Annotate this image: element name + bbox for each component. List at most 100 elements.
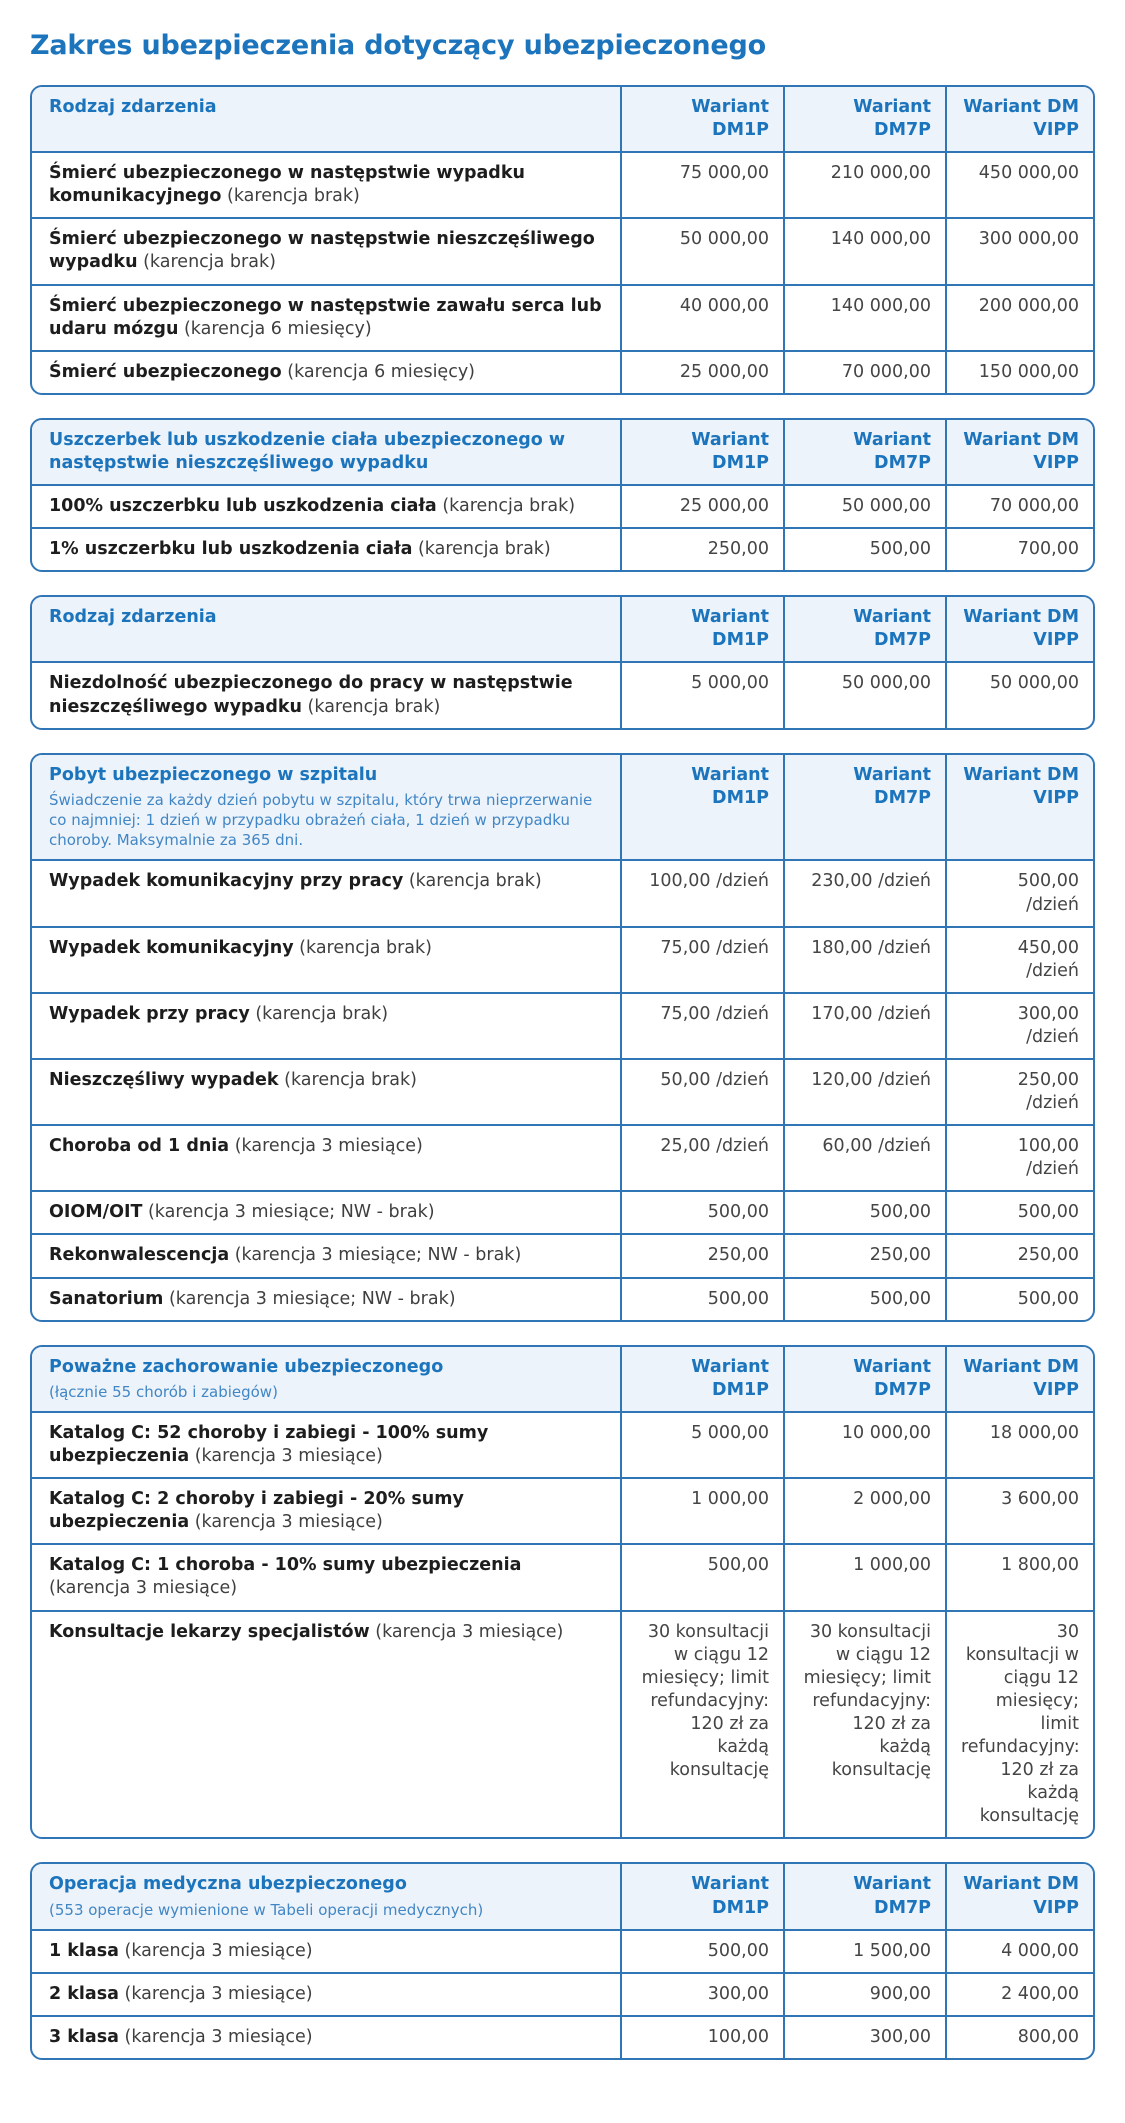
tables-root: Rodzaj zdarzenia Wariant DM1P Wariant DM7P… <box>30 85 1095 2061</box>
table-title: Uszczerbek lub uszkodzenie ciała ubezpie… <box>49 429 566 473</box>
row-label: OIOM/OIT (karencja 3 miesiące; NW - brak… <box>32 1192 620 1233</box>
row-label: Choroba od 1 dnia (karencja 3 miesiące) <box>32 1126 620 1190</box>
cell-value: 150 000,00 <box>945 351 1093 393</box>
row-label-note: (karencja 3 miesiące) <box>369 1621 564 1642</box>
row-label-bold: Katalog C: 1 choroba - 10% sumy ubezpiec… <box>49 1555 522 1576</box>
cell-value: 60,00 /dzień <box>783 1126 945 1191</box>
row-label-bold: Wypadek przy pracy <box>49 1003 250 1024</box>
table-subtitle: (553 operacje wymienione w Tabeli operac… <box>49 1900 484 1919</box>
table-header-row: Rodzaj zdarzenia Wariant DM1P Wariant DM7P… <box>32 597 1093 662</box>
row-label: Wypadek przy pracy (karencja brak) <box>32 994 620 1058</box>
column-header: Wariant DM7P <box>783 419 945 485</box>
cell-value: 120,00 /dzień <box>783 1060 945 1125</box>
row-label: Katalog C: 2 choroby i zabiegi - 20% sum… <box>32 1479 620 1543</box>
row-label-bold: Nieszczęśliwy wypadek <box>49 1070 279 1090</box>
table-row: Śmierć ubezpieczonego w następstwie nies… <box>32 217 1093 284</box>
row-label: 2 klasa (karencja 3 miesiące) <box>32 1974 620 2015</box>
cell-value: 200 000,00 <box>945 285 1093 350</box>
coverage-table: Pobyt ubezpieczonego w szpitalu Świadczen… <box>30 752 1095 1322</box>
table-row: Rekonwalescencja (karencja 3 miesiące; N… <box>32 1233 1093 1277</box>
cell-value: 75 000,00 <box>620 153 783 218</box>
row-label-note: (karencja 3 miesiące) <box>118 1983 313 2004</box>
row-label-note: (karencja 3 miesiące; NW - brak) <box>229 1245 522 1266</box>
cell-value: 18 000,00 <box>945 1413 1093 1478</box>
table-row: 1 klasa (karencja 3 miesiące) 500,00 1 500… <box>32 1928 1093 1972</box>
row-label-note: (karencja 3 miesiące; NW - brak) <box>163 1288 456 1309</box>
row-label-note: (karencja brak) <box>278 1070 417 1090</box>
table-row: 3 klasa (karencja 3 miesiące) 100,00 300,0… <box>32 2014 1093 2059</box>
table-header-row: Poważne zachorowanie ubezpieczonego (łącz… <box>32 1346 1093 1411</box>
table-row: Wypadek komunikacyjny (karencja brak) 75,… <box>32 925 1093 992</box>
cell-value: 100,00 /dzień <box>620 861 783 926</box>
cell-value: 2 400,00 <box>945 1973 1093 2015</box>
table-row: Wypadek przy pracy (karencja brak) 75,00 … <box>32 991 1093 1058</box>
cell-value: 1 000,00 <box>783 1545 945 1610</box>
coverage-table: Uszczerbek lub uszkodzenie ciała ubezpie… <box>30 417 1095 573</box>
row-label-note: (karencja 3 miesiące) <box>118 2026 313 2047</box>
table-header-cell: Uszczerbek lub uszkodzenie ciała ubezpie… <box>32 420 620 484</box>
cell-value: 100,00 <box>620 2016 783 2059</box>
column-header: Wariant DM1P <box>620 87 783 152</box>
row-label-bold: Śmierć ubezpieczonego w następstwie nies… <box>49 229 595 273</box>
row-label-note: (karencja brak) <box>293 937 432 958</box>
cell-value: 25 000,00 <box>620 351 783 393</box>
table-row: Katalog C: 1 choroba - 10% sumy ubezpiec… <box>32 1543 1093 1610</box>
cell-value: 500,00 <box>620 1545 783 1610</box>
cell-value: 50,00 /dzień <box>620 1060 783 1125</box>
cell-value: 75,00 /dzień <box>620 927 783 992</box>
row-label-note: (karencja brak) <box>403 871 542 892</box>
column-header: Wariant DM7P <box>783 87 945 152</box>
row-label-bold: Śmierć ubezpieczonego <box>49 361 282 382</box>
table-row: Śmierć ubezpieczonego w następstwie zawa… <box>32 283 1093 350</box>
cell-value: 25,00 /dzień <box>620 1126 783 1191</box>
row-label-note: (karencja brak) <box>412 539 551 560</box>
cell-value: 250,00 <box>620 529 783 571</box>
row-label: Rekonwalescencja (karencja 3 miesiące; N… <box>32 1235 620 1276</box>
table-title: Pobyt ubezpieczonego w szpitalu <box>49 764 378 785</box>
cell-value: 3 600,00 <box>945 1479 1093 1544</box>
coverage-table: Rodzaj zdarzenia Wariant DM1P Wariant DM7P… <box>30 85 1095 395</box>
cell-value: 100,00 /dzień <box>945 1126 1093 1191</box>
cell-value: 1 500,00 <box>783 1930 945 1972</box>
table-row: Śmierć ubezpieczonego (karencja 6 miesię… <box>32 349 1093 393</box>
cell-value: 140 000,00 <box>783 285 945 350</box>
row-label: Niezdolność ubezpieczonego do pracy w na… <box>32 663 620 727</box>
cell-value: 500,00 /dzień <box>945 861 1093 926</box>
column-header: Wariant DM VIPP <box>945 597 1093 662</box>
table-title: Rodzaj zdarzenia <box>49 607 217 628</box>
column-header: Wariant DM1P <box>620 754 783 860</box>
cell-value: 50 000,00 <box>620 219 783 284</box>
cell-value: 500,00 <box>620 1278 783 1320</box>
table-row: Niezdolność ubezpieczonego do pracy w na… <box>32 661 1093 728</box>
cell-value: 300,00 <box>620 1973 783 2015</box>
cell-value: 450,00 /dzień <box>945 927 1093 992</box>
row-label-note: (karencja 3 miesiące; NW - brak) <box>142 1202 435 1223</box>
table-header-row: Operacja medyczna ubezpieczonego (553 ope… <box>32 1864 1093 1929</box>
row-label-note: (karencja 6 miesięcy) <box>281 361 476 382</box>
column-header: Wariant DM7P <box>783 1346 945 1411</box>
row-label-bold: 1 klasa <box>49 1940 119 1961</box>
table-header-row: Uszczerbek lub uszkodzenie ciała ubezpie… <box>32 419 1093 485</box>
row-label: 1 klasa (karencja 3 miesiące) <box>32 1931 620 1972</box>
column-header: Wariant DM7P <box>783 597 945 662</box>
table-subtitle: Świadczenie za każdy dzień pobytu w szpi… <box>49 790 593 850</box>
row-label: Sanatorium (karencja 3 miesiące; NW - br… <box>32 1279 620 1320</box>
cell-value: 250,00 /dzień <box>945 1060 1093 1125</box>
row-label-note: (karencja 3 miesiące) <box>118 1940 313 1961</box>
cell-value: 500,00 <box>945 1278 1093 1320</box>
column-header: Wariant DM1P <box>620 419 783 485</box>
table-header-row: Pobyt ubezpieczonego w szpitalu Świadczen… <box>32 754 1093 860</box>
coverage-table: Operacja medyczna ubezpieczonego (553 ope… <box>30 1862 1095 2061</box>
row-label: Katalog C: 1 choroba - 10% sumy ubezpiec… <box>32 1545 620 1609</box>
cell-value: 500,00 <box>783 529 945 571</box>
cell-value: 25 000,00 <box>620 486 783 528</box>
row-label-note: (karencja brak) <box>137 252 276 273</box>
cell-value: 500,00 <box>945 1192 1093 1234</box>
cell-value: 1 000,00 <box>620 1479 783 1544</box>
row-label: Śmierć ubezpieczonego w następstwie zawa… <box>32 286 620 350</box>
row-label: Śmierć ubezpieczonego (karencja 6 miesię… <box>32 352 620 393</box>
row-label: Wypadek komunikacyjny przy pracy (karenc… <box>32 861 620 925</box>
table-title: Poważne zachorowanie ubezpieczonego <box>49 1356 444 1377</box>
row-label-bold: Choroba od 1 dnia <box>49 1136 230 1157</box>
